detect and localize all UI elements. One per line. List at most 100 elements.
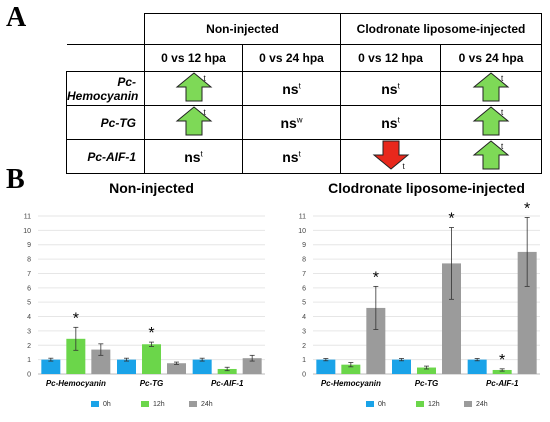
bar	[192, 359, 212, 374]
result-cell: t	[440, 139, 543, 174]
significance-marker: *	[148, 325, 154, 342]
chart-clodronate: Clodronate liposome-injected 0 1 2 3 4 5 6 7 8 9 10…	[298, 180, 540, 408]
comparison-header: 0 vs 24 hpa	[241, 44, 342, 72]
test-mark: t	[200, 148, 203, 158]
y-tick-label: 4	[302, 314, 306, 321]
result-cell: nsw	[241, 105, 342, 140]
gene-label: Pc-Hemocyanin	[66, 71, 145, 106]
bar	[66, 338, 86, 374]
panel-a-label: A	[6, 2, 27, 33]
y-tick-label: 6	[302, 285, 306, 292]
result-cell: t	[144, 71, 243, 106]
bar	[91, 349, 111, 374]
bar	[392, 359, 411, 374]
arrow-up-icon: t	[174, 106, 214, 136]
gene-label: Pc-AIF-1	[66, 139, 145, 174]
legend-swatch	[366, 401, 374, 407]
result-cell: t	[144, 105, 243, 140]
legend-label: 24h	[476, 401, 488, 408]
bar	[492, 369, 512, 374]
test-mark: t	[501, 108, 504, 117]
significance-marker: *	[373, 269, 379, 286]
bar	[467, 359, 487, 374]
legend-swatch	[91, 401, 99, 407]
test-mark: t	[501, 142, 504, 151]
y-tick-label: 6	[27, 285, 31, 292]
test-mark: t	[298, 80, 301, 90]
result-cell: nst	[241, 139, 342, 174]
group-header-clodronate: Clodronate liposome-injected	[340, 13, 543, 45]
legend-label: 0h	[103, 401, 111, 408]
comparison-header: 0 vs 24 hpa	[440, 44, 543, 72]
x-category-label: Pc-AIF-1	[211, 379, 244, 388]
test-mark: t	[203, 108, 206, 117]
test-mark: t	[203, 74, 206, 83]
test-mark: t	[397, 80, 400, 90]
legend-swatch	[141, 401, 149, 407]
bar	[142, 344, 161, 374]
y-tick-label: 3	[27, 328, 31, 335]
legend-swatch	[416, 401, 424, 407]
y-tick-label: 10	[298, 228, 306, 235]
legend-label: 0h	[378, 401, 386, 408]
arrow-down-icon: t	[371, 140, 411, 171]
test-mark: t	[402, 162, 405, 171]
y-tick-label: 7	[27, 271, 31, 278]
bar	[117, 359, 136, 374]
x-category-label: Pc-TG	[140, 379, 164, 388]
legend-label: 12h	[153, 401, 165, 408]
bar	[417, 367, 436, 374]
ns-result: nst	[381, 80, 400, 97]
test-mark: t	[298, 148, 301, 158]
bar	[442, 263, 461, 374]
y-tick-label: 10	[23, 228, 31, 235]
panel-b-label: B	[6, 164, 25, 195]
bar	[41, 359, 61, 374]
result-cell: nst	[241, 71, 342, 106]
y-tick-label: 9	[302, 242, 306, 249]
test-mark: w	[296, 114, 303, 124]
y-tick-label: 4	[27, 314, 31, 321]
ns-result: nst	[381, 114, 400, 131]
significance-marker: *	[499, 352, 505, 369]
y-tick-label: 1	[302, 357, 306, 364]
y-tick-label: 7	[302, 271, 306, 278]
result-cell: nst	[340, 105, 442, 140]
legend-label: 24h	[201, 401, 213, 408]
table-corner	[66, 13, 145, 45]
test-mark: t	[397, 114, 400, 124]
y-tick-label: 9	[27, 242, 31, 249]
x-category-label: Pc-AIF-1	[486, 379, 519, 388]
bar	[242, 358, 262, 374]
x-category-label: Pc-Hemocyanin	[321, 379, 381, 388]
result-cell: nst	[144, 139, 243, 174]
arrow-up-icon: t	[471, 72, 511, 102]
results-table: Non-injected Clodronate liposome-injecte…	[66, 13, 543, 174]
bar	[217, 368, 237, 374]
ns-result: nsw	[280, 114, 303, 131]
result-cell: t	[440, 105, 543, 140]
arrow-up-icon: t	[471, 140, 511, 170]
legend-swatch	[189, 401, 197, 407]
table-corner-2	[66, 44, 145, 72]
significance-marker: *	[73, 310, 79, 327]
y-tick-label: 5	[302, 300, 306, 307]
bar	[341, 364, 361, 374]
chart-title: Non-injected	[109, 180, 194, 196]
table-row: Pc-AIF-1 nst nst t t	[66, 139, 543, 174]
arrow-up-icon: t	[174, 72, 214, 102]
test-mark: t	[501, 74, 504, 83]
legend-label: 12h	[428, 401, 440, 408]
legend-swatch	[464, 401, 472, 407]
table-row: Pc-TG t nsw nst t	[66, 105, 543, 140]
table-row: Pc-Hemocyanin t nst nst t	[66, 71, 543, 106]
y-tick-label: 2	[302, 343, 306, 350]
y-tick-label: 11	[24, 214, 31, 221]
chart-non-injected: Non-injected 0 1 2 3 4 5 6 7 8 9 10 11 * * Pc-Hemocyani…	[23, 180, 265, 408]
arrow-up-icon: t	[471, 106, 511, 136]
result-cell: t	[340, 139, 442, 174]
ns-result: nst	[184, 148, 203, 165]
result-cell: t	[440, 71, 543, 106]
y-tick-label: 3	[302, 328, 306, 335]
comparison-header: 0 vs 12 hpa	[144, 44, 243, 72]
